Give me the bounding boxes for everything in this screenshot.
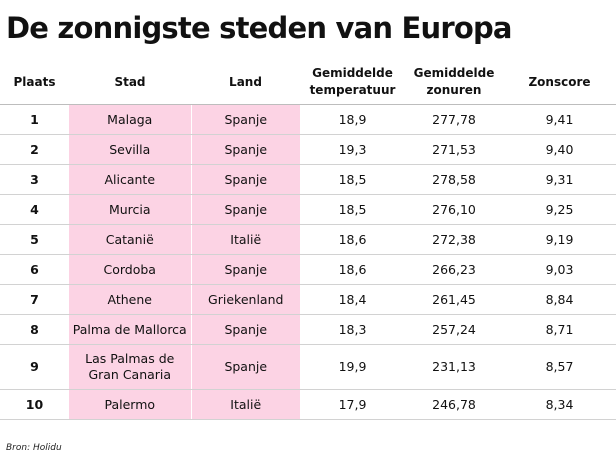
cell-rank: 7 (0, 284, 69, 315)
cell-city: Palermo (69, 389, 192, 420)
cell-city-line: Cordoba (103, 261, 156, 277)
cell-sun-hours: 257,24 (405, 314, 503, 345)
cell-country: Spanje (191, 104, 300, 135)
table-row: 8 Palma de Mallorca Spanje 18,3 257,24 8,71 (0, 314, 616, 345)
cell-city: Las Palmas de Gran Canaria (69, 344, 192, 390)
header-country: Land (191, 60, 300, 105)
cell-score: 9,19 (503, 224, 616, 255)
cell-country: Spanje (191, 314, 300, 345)
cell-city: Alicante (69, 164, 192, 195)
table-row: 1 Malaga Spanje 18,9 277,78 9,41 (0, 104, 616, 135)
cell-sun-hours: 246,78 (405, 389, 503, 420)
cell-score: 9,40 (503, 134, 616, 165)
cell-city-line: Palermo (104, 396, 156, 412)
cell-rank: 6 (0, 254, 69, 285)
cell-rank: 9 (0, 344, 69, 390)
cell-city: Malaga (69, 104, 192, 135)
header-sun-hours: Gemiddelde zonuren (405, 60, 503, 105)
header-sun-hours-line-1: Gemiddelde (413, 66, 495, 80)
table-row: 9 Las Palmas de Gran Canaria Spanje 19,9 231,… (0, 344, 616, 390)
cell-temperature: 18,4 (300, 284, 405, 315)
cell-temperature: 18,6 (300, 224, 405, 255)
header-city: Stad (69, 60, 191, 105)
cell-score: 8,34 (503, 389, 616, 420)
cell-country: Griekenland (191, 284, 300, 315)
cell-city: Athene (69, 284, 192, 315)
header-score: Zonscore (503, 60, 616, 105)
cell-rank: 8 (0, 314, 69, 345)
cell-score: 9,25 (503, 194, 616, 225)
cell-temperature: 19,9 (300, 344, 405, 390)
table-row: 6 Cordoba Spanje 18,6 266,23 9,03 (0, 254, 616, 285)
cell-sun-hours: 277,78 (405, 104, 503, 135)
header-rank: Plaats (0, 60, 69, 105)
cell-country: Spanje (191, 134, 300, 165)
cell-sun-hours: 231,13 (405, 344, 503, 390)
cell-rank: 2 (0, 134, 69, 165)
cell-country: Spanje (191, 344, 300, 390)
cell-temperature: 18,9 (300, 104, 405, 135)
cell-city-line: Catanië (105, 231, 154, 247)
cell-rank: 1 (0, 104, 69, 135)
cell-rank: 3 (0, 164, 69, 195)
cell-score: 8,71 (503, 314, 616, 345)
table-row: 7 Athene Griekenland 18,4 261,45 8,84 (0, 284, 616, 315)
cell-city: Murcia (69, 194, 192, 225)
table-row: 3 Alicante Spanje 18,5 278,58 9,31 (0, 164, 616, 195)
cell-city-line: Athene (107, 291, 152, 307)
cell-city: Cordoba (69, 254, 192, 285)
sunniest-cities-table: Plaats Stad Land Gemiddelde temperatuur … (0, 60, 616, 420)
cell-city-line: Murcia (108, 201, 151, 217)
cell-city-line: Sevilla (109, 141, 151, 157)
cell-sun-hours: 261,45 (405, 284, 503, 315)
cell-temperature: 17,9 (300, 389, 405, 420)
cell-score: 9,31 (503, 164, 616, 195)
cell-country: Italië (191, 389, 300, 420)
table-row: 2 Sevilla Spanje 19,3 271,53 9,40 (0, 134, 616, 165)
cell-sun-hours: 276,10 (405, 194, 503, 225)
table-row: 10 Palermo Italië 17,9 246,78 8,34 (0, 389, 616, 420)
cell-city-line: Palma de Mallorca (72, 321, 187, 337)
cell-city-line: Gran Canaria (88, 367, 172, 382)
cell-sun-hours: 272,38 (405, 224, 503, 255)
cell-temperature: 18,5 (300, 194, 405, 225)
cell-country: Spanje (191, 254, 300, 285)
source-note: Bron: Holidu (6, 443, 62, 453)
cell-country: Italië (191, 224, 300, 255)
header-temperature: Gemiddelde temperatuur (300, 60, 405, 105)
cell-temperature: 18,6 (300, 254, 405, 285)
cell-city-line: Las Palmas de (85, 351, 175, 366)
cell-country: Spanje (191, 194, 300, 225)
cell-score: 8,84 (503, 284, 616, 315)
cell-score: 9,03 (503, 254, 616, 285)
cell-country: Spanje (191, 164, 300, 195)
table-row: 4 Murcia Spanje 18,5 276,10 9,25 (0, 194, 616, 225)
header-sun-hours-line-2: zonuren (426, 83, 482, 97)
page-title: De zonnigste steden van Europa (6, 11, 513, 45)
cell-score: 9,41 (503, 104, 616, 135)
cell-city-line: Alicante (104, 171, 156, 187)
cell-sun-hours: 266,23 (405, 254, 503, 285)
header-temperature-line-2: temperatuur (309, 83, 396, 97)
cell-rank: 4 (0, 194, 69, 225)
cell-score: 8,57 (503, 344, 616, 390)
cell-city: Palma de Mallorca (69, 314, 192, 345)
cell-temperature: 18,3 (300, 314, 405, 345)
cell-rank: 10 (0, 389, 69, 420)
cell-sun-hours: 271,53 (405, 134, 503, 165)
cell-rank: 5 (0, 224, 69, 255)
cell-temperature: 19,3 (300, 134, 405, 165)
cell-sun-hours: 278,58 (405, 164, 503, 195)
header-temperature-line-1: Gemiddelde (312, 66, 393, 80)
cell-city: Catanië (69, 224, 192, 255)
cell-city-line: Malaga (107, 111, 153, 127)
cell-temperature: 18,5 (300, 164, 405, 195)
cell-city: Sevilla (69, 134, 192, 165)
table-body: 1 Malaga Spanje 18,9 277,78 9,41 2 Sevilla Spanj… (0, 104, 616, 420)
table-header-row: Plaats Stad Land Gemiddelde temperatuur … (0, 60, 616, 105)
table-row: 5 Catanië Italië 18,6 272,38 9,19 (0, 224, 616, 255)
